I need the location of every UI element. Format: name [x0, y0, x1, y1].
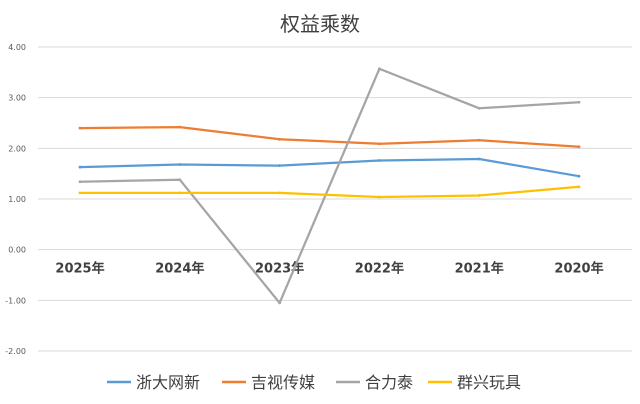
data-point [477, 194, 481, 197]
data-point [278, 137, 281, 141]
data-point [577, 100, 581, 104]
data-point [178, 178, 182, 182]
y-tick-label: -1.00 [5, 296, 26, 305]
data-point [577, 145, 581, 149]
data-point [278, 301, 281, 305]
x-tick-label: 2021年 [455, 261, 504, 277]
data-point [78, 165, 82, 169]
series-line [78, 125, 581, 148]
data-point [477, 138, 481, 142]
chart-title: 权益乘数 [280, 12, 360, 36]
y-tick-label: -2.00 [5, 347, 26, 356]
legend-label: 合力泰 [365, 373, 413, 392]
series-line [78, 67, 581, 305]
x-tick-label: 2025年 [55, 261, 104, 277]
data-point [78, 180, 82, 184]
data-point [378, 142, 381, 146]
y-tick-label: 1.00 [8, 195, 26, 204]
y-tick-label: 3.00 [8, 94, 26, 103]
legend-label: 浙大网新 [136, 373, 200, 392]
data-point [577, 174, 581, 178]
data-point [178, 125, 182, 129]
data-point [78, 126, 82, 130]
legend-label: 吉视传媒 [251, 373, 315, 392]
x-tick-label: 2022年 [355, 261, 404, 277]
data-point [178, 163, 182, 166]
legend-label: 群兴玩具 [457, 373, 521, 392]
data-point [178, 191, 182, 195]
data-point [378, 159, 381, 162]
series-line [78, 157, 581, 178]
x-tick-label: 2024年 [155, 261, 204, 277]
series-line [78, 185, 581, 199]
x-tick-label: 2020年 [554, 261, 603, 277]
data-point [378, 195, 381, 199]
y-tick-label: 2.00 [8, 144, 26, 153]
data-point [78, 191, 82, 195]
data-point [278, 191, 281, 195]
data-point [378, 67, 381, 71]
data-point [577, 185, 581, 189]
y-tick-label: 0.00 [8, 246, 26, 255]
data-point [477, 157, 481, 161]
y-tick-label: 4.00 [8, 43, 26, 52]
data-point [477, 106, 481, 110]
data-point [278, 164, 281, 167]
